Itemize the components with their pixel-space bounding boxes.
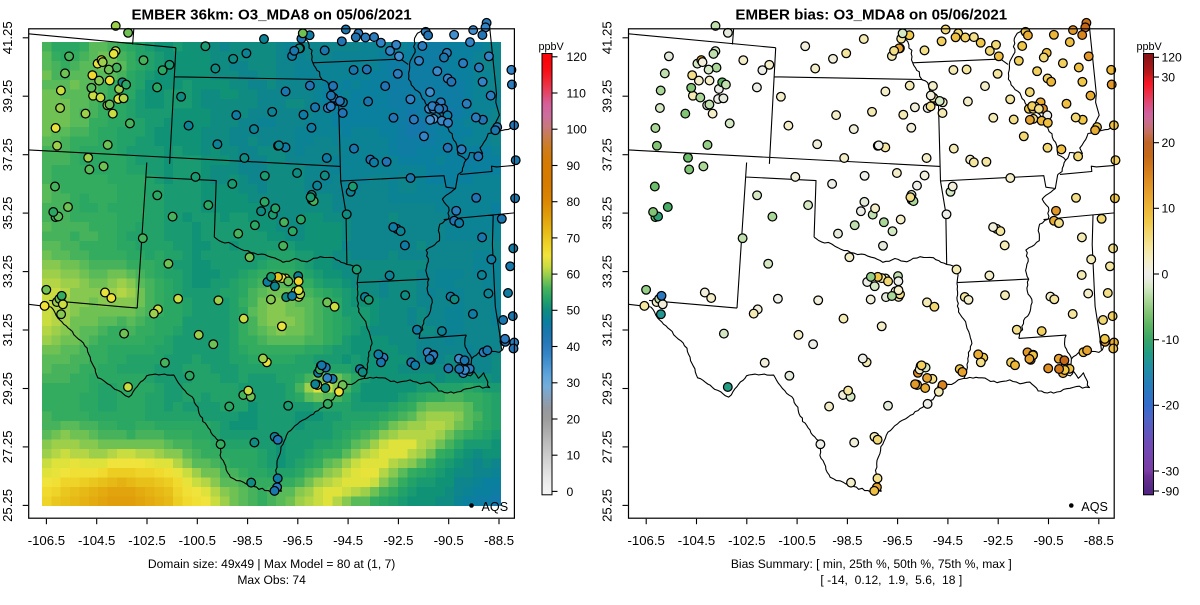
svg-text:-88.5: -88.5 — [484, 533, 514, 548]
svg-text:0: 0 — [567, 485, 574, 499]
svg-text:33.25: 33.25 — [600, 255, 615, 288]
svg-text:-90.5: -90.5 — [434, 533, 464, 548]
svg-text:-20: -20 — [1162, 399, 1180, 413]
svg-text:60: 60 — [567, 268, 581, 282]
svg-text:80: 80 — [567, 195, 581, 209]
svg-text:Domain size: 49x49 | Max Model: Domain size: 49x49 | Max Model = 80 at (… — [148, 557, 396, 571]
svg-text:10: 10 — [1162, 202, 1176, 216]
svg-text:30: 30 — [1162, 70, 1176, 84]
svg-text:-106.5: -106.5 — [627, 533, 664, 548]
svg-text:37.25: 37.25 — [0, 138, 15, 171]
svg-text:29.25: 29.25 — [0, 372, 15, 405]
svg-text:-94.5: -94.5 — [333, 533, 363, 548]
svg-text:-98.5: -98.5 — [832, 533, 862, 548]
svg-text:-106.5: -106.5 — [28, 533, 65, 548]
svg-text:50: 50 — [567, 304, 581, 318]
svg-text:-90: -90 — [1162, 484, 1180, 498]
svg-text:-104.5: -104.5 — [78, 533, 115, 548]
svg-text:EMBER bias: O3_MDA8 on 05/06/2: EMBER bias: O3_MDA8 on 05/06/2021 — [735, 7, 1007, 24]
svg-text:0: 0 — [1162, 267, 1169, 281]
svg-text:20: 20 — [567, 412, 581, 426]
svg-text:30: 30 — [567, 376, 581, 390]
svg-text:-98.5: -98.5 — [233, 533, 263, 548]
svg-text:29.25: 29.25 — [600, 372, 615, 405]
svg-text:-30: -30 — [1162, 464, 1180, 478]
svg-text:Max Obs: 74: Max Obs: 74 — [237, 573, 306, 587]
svg-text:ppbV: ppbV — [539, 41, 565, 53]
svg-text:-100.5: -100.5 — [778, 533, 815, 548]
svg-text:[ -14, 0.12, 1.9, 5.6, 18: [ -14, 0.12, 1.9, 5.6, 18 ] — [820, 573, 962, 587]
svg-text:40: 40 — [567, 340, 581, 354]
svg-text:ppbV: ppbV — [1137, 41, 1163, 53]
svg-text:31.25: 31.25 — [600, 313, 615, 346]
svg-text:70: 70 — [567, 231, 581, 245]
svg-text:-96.5: -96.5 — [883, 533, 913, 548]
svg-text:33.25: 33.25 — [0, 255, 15, 288]
svg-text:31.25: 31.25 — [0, 313, 15, 346]
svg-text:-90.5: -90.5 — [1033, 533, 1063, 548]
svg-text:25.25: 25.25 — [0, 489, 15, 522]
svg-text:120: 120 — [567, 50, 588, 64]
svg-text:-92.5: -92.5 — [983, 533, 1013, 548]
svg-text:27.25: 27.25 — [600, 430, 615, 463]
svg-text:-92.5: -92.5 — [383, 533, 413, 548]
svg-text:100: 100 — [567, 123, 588, 137]
svg-text:37.25: 37.25 — [600, 138, 615, 171]
svg-text:-94.5: -94.5 — [933, 533, 963, 548]
svg-text:39.25: 39.25 — [0, 80, 15, 113]
svg-text:-102.5: -102.5 — [128, 533, 165, 548]
svg-text:-100.5: -100.5 — [179, 533, 216, 548]
svg-text:-10: -10 — [1162, 333, 1180, 347]
svg-text:120: 120 — [1162, 51, 1183, 65]
svg-text:27.25: 27.25 — [0, 430, 15, 463]
svg-text:41.25: 41.25 — [600, 21, 615, 54]
svg-text:AQS: AQS — [1081, 500, 1108, 514]
svg-text:Bias Summary: [ min, 25th %, 5: Bias Summary: [ min, 25th %, 50th %, 75t… — [731, 557, 1012, 571]
svg-text:110: 110 — [567, 86, 587, 100]
svg-text:20: 20 — [1162, 136, 1176, 150]
svg-text:EMBER 36km: O3_MDA8 on 05/06/2: EMBER 36km: O3_MDA8 on 05/06/2021 — [131, 7, 411, 24]
svg-text:35.25: 35.25 — [600, 197, 615, 230]
svg-text:39.25: 39.25 — [600, 80, 615, 113]
svg-text:AQS: AQS — [482, 500, 509, 514]
svg-text:-104.5: -104.5 — [678, 533, 715, 548]
svg-text:-96.5: -96.5 — [283, 533, 313, 548]
svg-text:90: 90 — [567, 159, 581, 173]
svg-text:41.25: 41.25 — [0, 21, 15, 54]
svg-text:25.25: 25.25 — [600, 489, 615, 522]
svg-text:35.25: 35.25 — [0, 197, 15, 230]
svg-text:-88.5: -88.5 — [1084, 533, 1114, 548]
svg-text:-102.5: -102.5 — [728, 533, 765, 548]
svg-text:10: 10 — [567, 449, 581, 463]
